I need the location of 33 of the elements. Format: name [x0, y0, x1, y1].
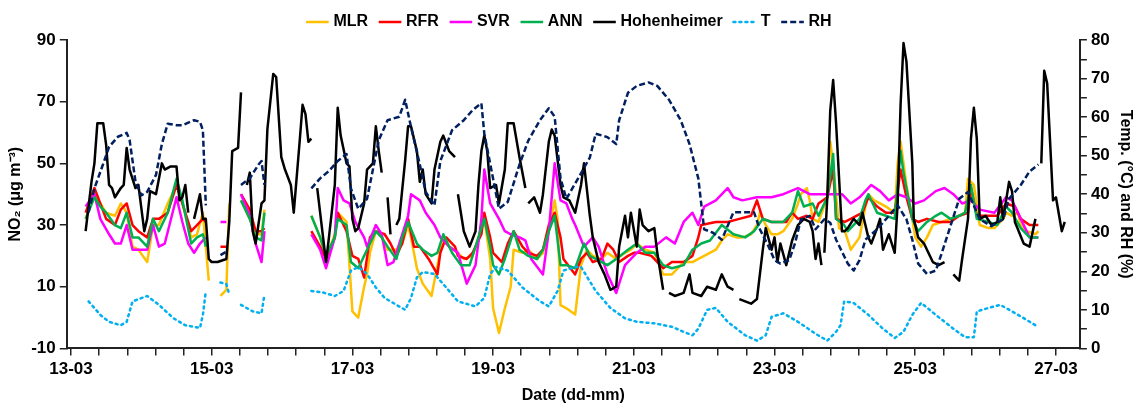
x-tick-label: 23-03 [752, 359, 797, 379]
y-tick-label: 70 [36, 91, 56, 111]
x-tick-label: 27-03 [1034, 359, 1078, 379]
legend-label: Hohenheimer [620, 12, 723, 30]
y2-tick-label: 40 [1090, 183, 1110, 203]
y-axis-title: NO₂ (μg m⁻³) [6, 146, 24, 242]
y2-tick-label: 80 [1090, 29, 1110, 49]
x-tick-label: 25-03 [893, 359, 937, 379]
y-tick-label: 30 [36, 214, 56, 234]
x-tick-label: 15-03 [189, 359, 234, 379]
legend-label: MLR [333, 12, 369, 30]
y2-tick-label: 70 [1090, 68, 1110, 88]
x-tick-label: 17-03 [330, 359, 375, 379]
x-axis-title: Date (dd-mm) [521, 385, 625, 403]
y-tick-label: 90 [36, 29, 56, 49]
y2-axis-title: Temp. (°C) and RH (%) [1117, 109, 1135, 279]
x-tick-label: 21-03 [612, 359, 656, 379]
y2-tick-label: 30 [1090, 222, 1110, 242]
y2-tick-label: 60 [1090, 106, 1110, 126]
legend-label: SVR [476, 12, 511, 30]
y-tick-label: -10 [31, 338, 56, 358]
x-tick-label: 13-03 [49, 359, 93, 379]
y2-tick-label: 10 [1090, 299, 1110, 319]
legend-label: RH [808, 12, 832, 30]
y2-tick-label: 50 [1090, 145, 1110, 165]
legend-label: RFR [406, 12, 440, 30]
y-tick-label: 50 [36, 153, 56, 173]
y2-tick-label: 0 [1090, 338, 1101, 358]
y2-tick-label: 20 [1090, 260, 1110, 280]
x-tick-label: 19-03 [471, 359, 515, 379]
y-tick-label: 10 [36, 276, 56, 296]
legend-label: T [760, 12, 771, 30]
legend-label: ANN [547, 12, 583, 30]
